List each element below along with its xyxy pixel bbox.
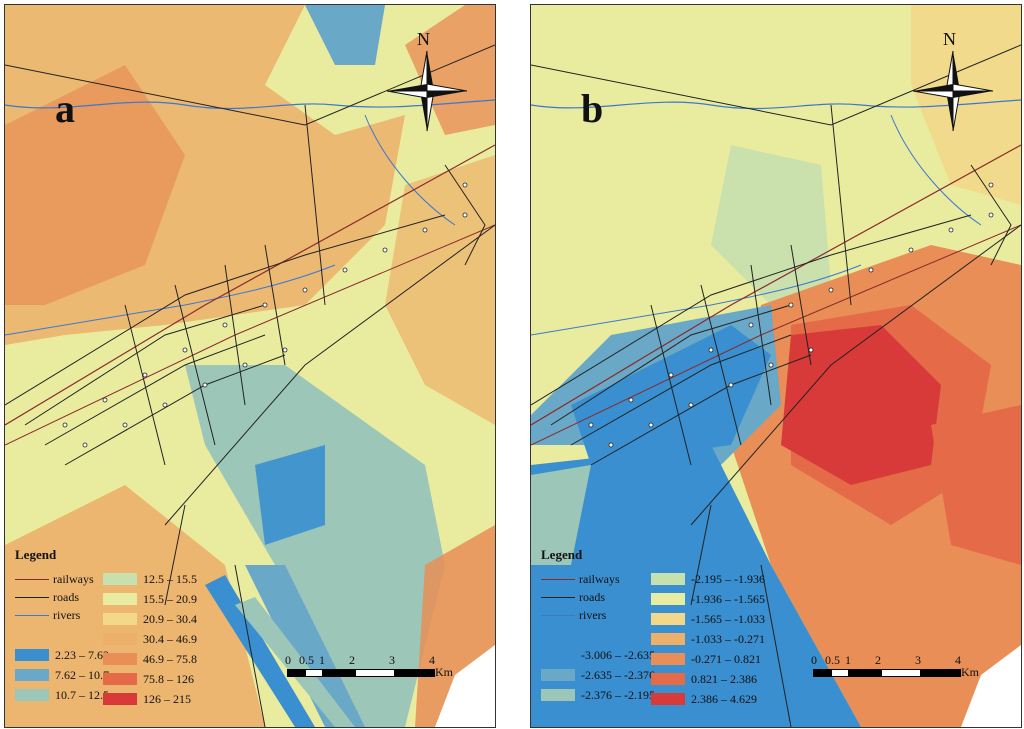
- legend-class-10: 2.386 – 4.629: [651, 691, 757, 707]
- north-label: N: [943, 29, 956, 49]
- map-panel-b: b N Legend railways roads rivers -3.006 …: [530, 4, 1022, 728]
- north-arrow-icon: [913, 50, 993, 132]
- scale-unit: Km: [961, 665, 979, 679]
- legend-class-5: 15.5 – 20.9: [103, 591, 197, 607]
- legend-title: Legend: [15, 547, 57, 562]
- legend-class-2: 7.62 – 10.7: [15, 667, 109, 683]
- legend-class-1: -3.006 – -2.635: [541, 647, 655, 663]
- legend-class-8: -0.271 – 0.821: [651, 651, 761, 667]
- scale-tick: 2: [875, 653, 881, 667]
- scale-tick: 4: [429, 653, 435, 667]
- legend-class-8: 46.9 – 75.8: [103, 651, 197, 667]
- north-label: N: [417, 29, 430, 49]
- scale-tick: 3: [915, 653, 921, 667]
- scale-bar: 0 0.5 1 2 3 4 Km: [285, 653, 453, 683]
- scale-segment: [395, 669, 435, 677]
- railway-line-icon: [15, 578, 49, 580]
- legend-roads: roads: [541, 589, 605, 605]
- legend-class-3: 10.7 – 12.5: [15, 687, 109, 703]
- scale-segment: [921, 669, 961, 677]
- legend-class-4: 12.5 – 15.5: [103, 571, 197, 587]
- scale-segment: [355, 669, 395, 677]
- scale-segment: [287, 669, 305, 677]
- scale-segment: [305, 669, 323, 677]
- legend-class-4: -2.195 – -1.936: [651, 571, 765, 587]
- scale-segment: [849, 669, 881, 677]
- panel-letter: b: [581, 86, 604, 131]
- road-line-icon: [541, 596, 575, 598]
- scale-segment: [831, 669, 849, 677]
- legend-label: roads: [53, 589, 79, 604]
- legend-rivers: rivers: [15, 607, 80, 623]
- legend-roads: roads: [15, 589, 79, 605]
- legend-class-1: 2.23 – 7.62: [15, 647, 109, 663]
- river-line-icon: [541, 614, 575, 616]
- map-canvas-a: [5, 5, 495, 727]
- scale-bar: 0 0.5 1 2 3 4 Km: [811, 653, 979, 683]
- legend-railways: railways: [541, 571, 620, 587]
- scale-tick: 3: [389, 653, 395, 667]
- scale-tick: 1: [319, 653, 325, 667]
- river-line-icon: [15, 614, 49, 616]
- legend-rivers: rivers: [541, 607, 606, 623]
- legend-label: railways: [53, 571, 94, 586]
- legend-class-10: 126 – 215: [103, 691, 191, 707]
- scale-tick: 4: [955, 653, 961, 667]
- scale-segment: [323, 669, 355, 677]
- scale-tick: 0.5: [299, 653, 314, 667]
- legend-class-9: 0.821 – 2.386: [651, 671, 757, 687]
- scale-tick: 0: [811, 653, 817, 667]
- scale-tick: 0.5: [825, 653, 840, 667]
- scale-segment: [881, 669, 921, 677]
- legend-class-3: -2.376 – -2.195: [541, 687, 655, 703]
- map-panel-a: a N Legend railways roads rivers 2.23 – …: [4, 4, 496, 728]
- legend-label: railways: [579, 571, 620, 586]
- legend-class-7: 30.4 – 46.9: [103, 631, 197, 647]
- legend-class-5: -1.936 – -1.565: [651, 591, 765, 607]
- road-line-icon: [15, 596, 49, 598]
- scale-segment: [813, 669, 831, 677]
- scale-tick: 0: [285, 653, 291, 667]
- legend-label: rivers: [53, 607, 81, 622]
- scale-unit: Km: [435, 665, 453, 679]
- scale-tick: 1: [845, 653, 851, 667]
- legend: Legend railways roads rivers 2.23 – 7.62…: [15, 547, 255, 706]
- legend-railways: railways: [15, 571, 94, 587]
- legend-class-6: -1.565 – -1.033: [651, 611, 765, 627]
- legend: Legend railways roads rivers -3.006 – -2…: [541, 547, 781, 706]
- legend-class-7: -1.033 – -0.271: [651, 631, 765, 647]
- north-arrow-icon: [387, 50, 467, 132]
- scale-tick: 2: [349, 653, 355, 667]
- panel-letter: a: [55, 86, 75, 131]
- map-canvas-b: [531, 5, 1021, 727]
- legend-class-2: -2.635 – -2.376: [541, 667, 655, 683]
- legend-class-6: 20.9 – 30.4: [103, 611, 197, 627]
- legend-label: roads: [579, 589, 605, 604]
- legend-class-9: 75.8 – 126: [103, 671, 194, 687]
- legend-label: rivers: [579, 607, 607, 622]
- railway-line-icon: [541, 578, 575, 580]
- legend-title: Legend: [541, 547, 583, 562]
